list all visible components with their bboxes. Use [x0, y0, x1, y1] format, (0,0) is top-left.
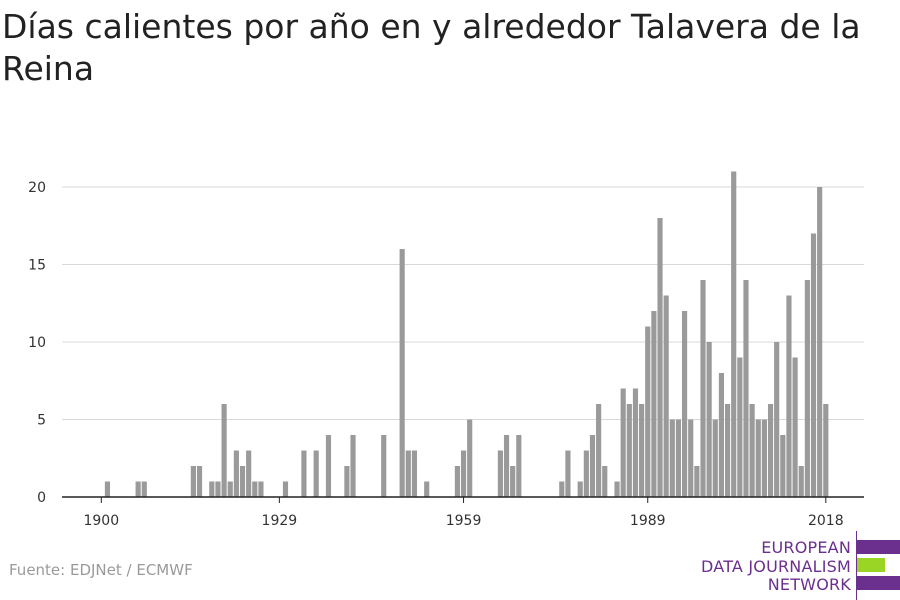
- bar-1998: [700, 280, 706, 497]
- bar-1907: [141, 481, 147, 497]
- source-note: Fuente: EDJNet / ECMWF: [9, 561, 193, 579]
- bar-1951: [411, 450, 418, 497]
- bar-1933: [301, 450, 307, 497]
- bar-2003: [731, 171, 737, 497]
- bar-1978: [577, 481, 583, 497]
- bar-1995: [682, 311, 688, 497]
- bar-1993: [669, 419, 675, 497]
- bar-1916: [196, 466, 203, 497]
- logo-bar-green: [857, 558, 885, 572]
- bar-2010: [774, 342, 780, 497]
- bar-1966: [503, 435, 510, 497]
- bar-2017: [817, 187, 823, 497]
- x-tick-label: 1989: [630, 513, 666, 529]
- bar-1976: [565, 450, 571, 497]
- x-tick-label: 1929: [262, 513, 298, 529]
- bars: [104, 171, 829, 497]
- bar-1959: [460, 450, 467, 497]
- y-tick-label: 5: [37, 413, 46, 429]
- bar-1999: [706, 342, 712, 497]
- bar-1965: [497, 450, 503, 497]
- bar-1992: [663, 295, 669, 497]
- x-tick-label: 1959: [446, 513, 482, 529]
- bar-1918: [209, 481, 215, 497]
- logo-text-network: NETWORK: [767, 575, 851, 594]
- bar-1997: [694, 466, 700, 497]
- bar-2011: [780, 435, 786, 497]
- bar-1953: [424, 481, 430, 497]
- bar-1923: [239, 466, 246, 497]
- bar-2018: [823, 404, 829, 497]
- bar-1901: [104, 481, 111, 497]
- bar-1987: [632, 388, 639, 497]
- bar-1958: [454, 466, 460, 497]
- x-tick-label: 2018: [808, 513, 844, 529]
- bar-1906: [135, 481, 141, 497]
- logo-divider: [856, 531, 857, 600]
- bar-2004: [737, 357, 743, 497]
- logo-bar-purple-bottom: [857, 576, 900, 590]
- grid-lines: [62, 186, 864, 420]
- y-tick-label: 0: [37, 490, 46, 506]
- bar-1926: [258, 481, 264, 497]
- bar-1990: [651, 311, 657, 497]
- logo-bar-purple-top: [857, 540, 900, 554]
- bar-2001: [718, 373, 725, 497]
- bar-2013: [792, 357, 798, 497]
- bar-2012: [786, 295, 792, 497]
- bar-2008: [761, 419, 767, 497]
- bar-1915: [190, 466, 196, 497]
- bar-1986: [626, 404, 632, 497]
- x-tick-label: 1900: [83, 513, 119, 529]
- bar-1982: [602, 466, 608, 497]
- x-tick-labels: 1900 1929 1959 1989 2018: [83, 513, 843, 529]
- bar-1984: [614, 481, 620, 497]
- bar-2015: [804, 280, 810, 497]
- bar-1994: [675, 419, 682, 497]
- bar-1924: [246, 450, 252, 497]
- bar-2014: [798, 466, 804, 497]
- bar-1975: [559, 481, 565, 497]
- bar-2002: [724, 404, 731, 497]
- bar-1996: [688, 419, 694, 497]
- bar-1925: [252, 481, 258, 497]
- bar-1920: [221, 404, 227, 497]
- bar-1922: [233, 450, 239, 497]
- bar-1980: [589, 435, 596, 497]
- bar-1991: [657, 218, 663, 497]
- bar-1935: [313, 450, 319, 497]
- bar-1919: [215, 481, 221, 497]
- chart-title: Días calientes por año en y alrededor Ta…: [2, 7, 861, 88]
- bar-1968: [516, 435, 522, 497]
- bar-2016: [810, 233, 817, 497]
- y-tick-label: 15: [28, 258, 46, 274]
- bar-1940: [344, 466, 350, 497]
- bar-1985: [620, 388, 626, 497]
- bar-1988: [639, 404, 645, 497]
- bar-1937: [325, 435, 332, 497]
- bar-2005: [743, 280, 749, 497]
- bar-1930: [282, 481, 289, 497]
- bar-1989: [645, 326, 651, 497]
- bar-2007: [755, 419, 761, 497]
- axes: [62, 496, 864, 503]
- logo-text-data-journalism: DATA JOURNALISM: [701, 557, 851, 576]
- bar-1979: [583, 450, 589, 497]
- bar-1960: [467, 419, 473, 497]
- bar-2009: [767, 404, 774, 497]
- y-tick-label: 20: [28, 180, 46, 196]
- bar-1921: [227, 481, 233, 497]
- bar-2006: [749, 404, 755, 497]
- bar-1946: [381, 435, 387, 497]
- bar-1941: [350, 435, 356, 497]
- y-tick-labels: 0 5 10 15 20: [28, 180, 46, 506]
- logo-text-european: EUROPEAN: [761, 538, 851, 557]
- bar-2000: [712, 419, 718, 497]
- bar-1967: [510, 466, 516, 497]
- bar-1950: [405, 450, 411, 497]
- bar-1981: [596, 404, 602, 497]
- bar-1949: [399, 249, 405, 497]
- y-tick-label: 10: [28, 335, 46, 351]
